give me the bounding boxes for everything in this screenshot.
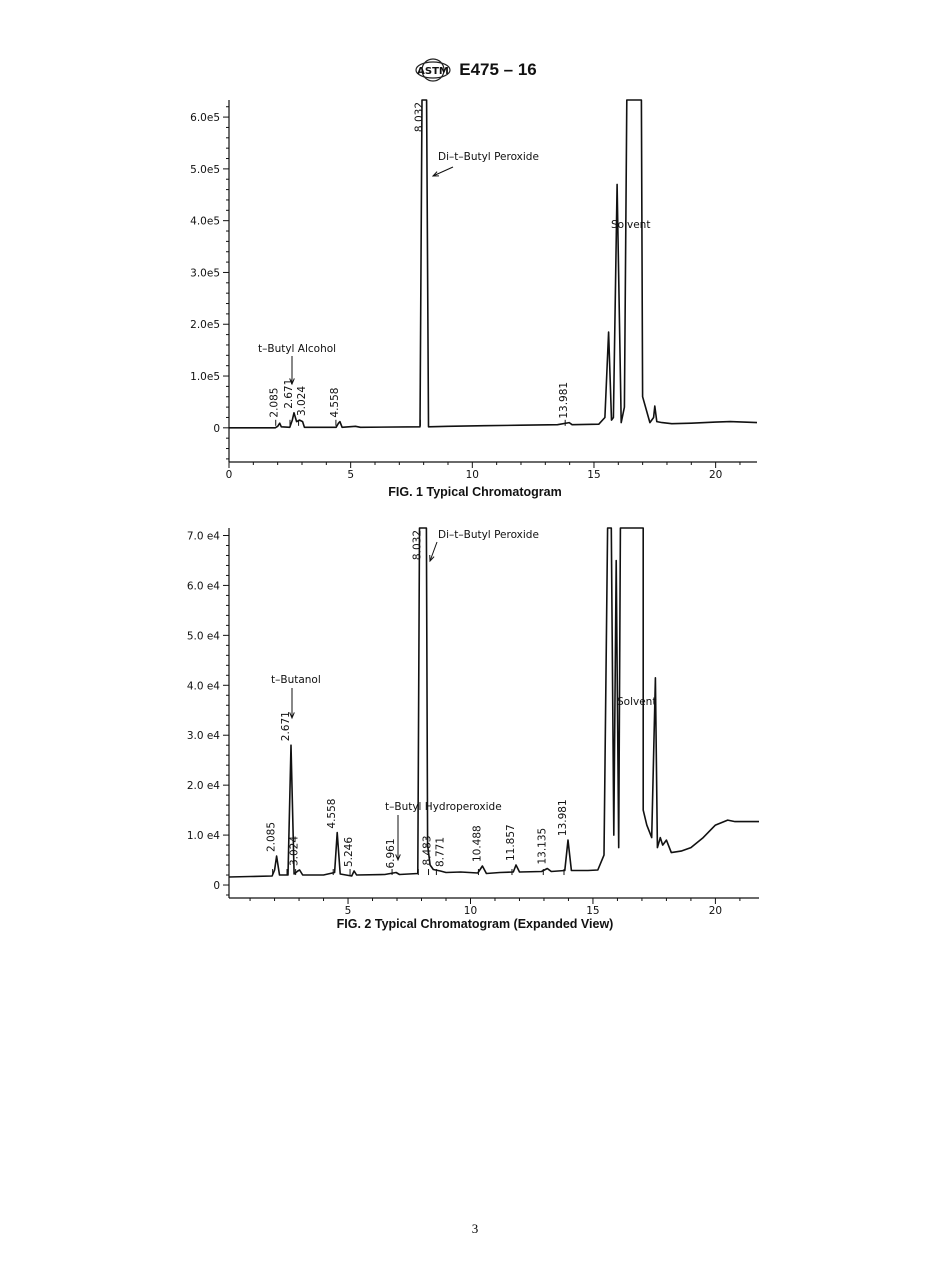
- peak-label: 4.558: [329, 388, 341, 418]
- x-tick-label: 5: [345, 905, 352, 917]
- chart-1: 0 1.0e5 2.0e5 3.0e5 4.0e5 5.0e5 6.0e5 0 5 10 15 20 2…: [190, 99, 758, 481]
- y-tick-label: 2.0e5: [190, 319, 220, 331]
- chart-2: 0 1.0 e4 2.0 e4 3.0 e4 4.0 e4 5.0 e4 6.0 e4 7.0…: [187, 527, 759, 917]
- annotation-label: Solvent: [617, 696, 656, 708]
- x-tick-label: 20: [709, 905, 722, 917]
- peak-label: 10.488: [471, 825, 483, 862]
- peak-label: 2.671: [283, 379, 295, 409]
- annotation-label: t–Butyl Alcohol: [258, 343, 336, 355]
- x-tick-label: 20: [709, 469, 722, 481]
- y-tick-label: 3.0 e4: [187, 730, 220, 742]
- annotation-label: t–Butyl Hydroperoxide: [385, 801, 502, 813]
- annotation-label: t–Butanol: [271, 674, 321, 686]
- annotation-label: Di–t–Butyl Peroxide: [438, 529, 539, 541]
- y-tick-label: 6.0 e4: [187, 580, 220, 592]
- peak-label: 8.771: [435, 837, 447, 867]
- x-tick-label: 15: [587, 469, 600, 481]
- y-tick-label: 0: [213, 423, 220, 435]
- x-tick-label: 10: [464, 905, 477, 917]
- x-tick-label: 10: [466, 469, 479, 481]
- peak-label: 13.981: [558, 382, 570, 419]
- figure-1-caption: FIG. 1 Typical Chromatogram: [388, 485, 562, 499]
- peak-label: 2.671: [280, 711, 292, 741]
- annotation-arrow: [432, 166, 454, 177]
- y-tick-label: 0: [213, 880, 220, 892]
- peak-label: 13.135: [536, 828, 548, 865]
- peak-label: 13.981: [557, 799, 569, 836]
- document-id: E475 – 16: [459, 60, 537, 79]
- annotation-arrow: [429, 541, 438, 562]
- y-tick-label: 1.0 e4: [187, 830, 220, 842]
- peak-label: 3.024: [296, 386, 308, 416]
- chromatogram-trace: [228, 527, 759, 878]
- peak-label: 4.558: [326, 799, 338, 829]
- annotation-label: Di–t–Butyl Peroxide: [438, 151, 539, 163]
- arrowhead-icon: [395, 854, 401, 862]
- peak-label: 8.032: [411, 530, 423, 560]
- annotation-label: Solvent: [611, 219, 650, 231]
- peak-label: 6.961: [385, 838, 397, 868]
- y-tick-label: 2.0 e4: [187, 780, 220, 792]
- chromatogram-trace: [229, 99, 758, 429]
- y-tick-label: 5.0 e4: [187, 630, 220, 642]
- y-tick-label: 3.0e5: [190, 267, 220, 279]
- y-tick-label: 6.0e5: [190, 112, 220, 124]
- peak-label: 5.246: [343, 837, 355, 867]
- arrowhead-icon: [289, 378, 295, 386]
- peak-label: 2.085: [269, 388, 281, 418]
- y-tick-label: 1.0e5: [190, 371, 220, 383]
- arrowhead-icon: [429, 554, 435, 563]
- arrowhead-icon: [431, 171, 440, 177]
- x-tick-label: 0: [226, 469, 233, 481]
- astm-logo-icon: ASTM: [415, 58, 451, 82]
- x-tick-label: 15: [586, 905, 599, 917]
- figure-2-caption: FIG. 2 Typical Chromatogram (Expanded Vi…: [336, 917, 614, 931]
- peak-label: 2.085: [266, 822, 278, 852]
- y-tick-label: 5.0e5: [190, 164, 220, 176]
- page-number: 3: [471, 1221, 479, 1236]
- arrowhead-icon: [289, 712, 295, 720]
- y-tick-label: 4.0 e4: [187, 680, 220, 692]
- page-header: ASTM E475 – 16: [0, 56, 950, 89]
- svg-text:ASTM: ASTM: [417, 66, 449, 77]
- peak-label: 3.024: [289, 836, 301, 866]
- peak-label: 8.032: [413, 102, 425, 132]
- y-tick-label: 7.0 e4: [187, 530, 220, 542]
- y-tick-label: 4.0e5: [190, 216, 220, 228]
- peak-label: 11.857: [505, 824, 517, 861]
- peak-label: 8.483: [422, 835, 434, 865]
- x-tick-label: 5: [347, 469, 354, 481]
